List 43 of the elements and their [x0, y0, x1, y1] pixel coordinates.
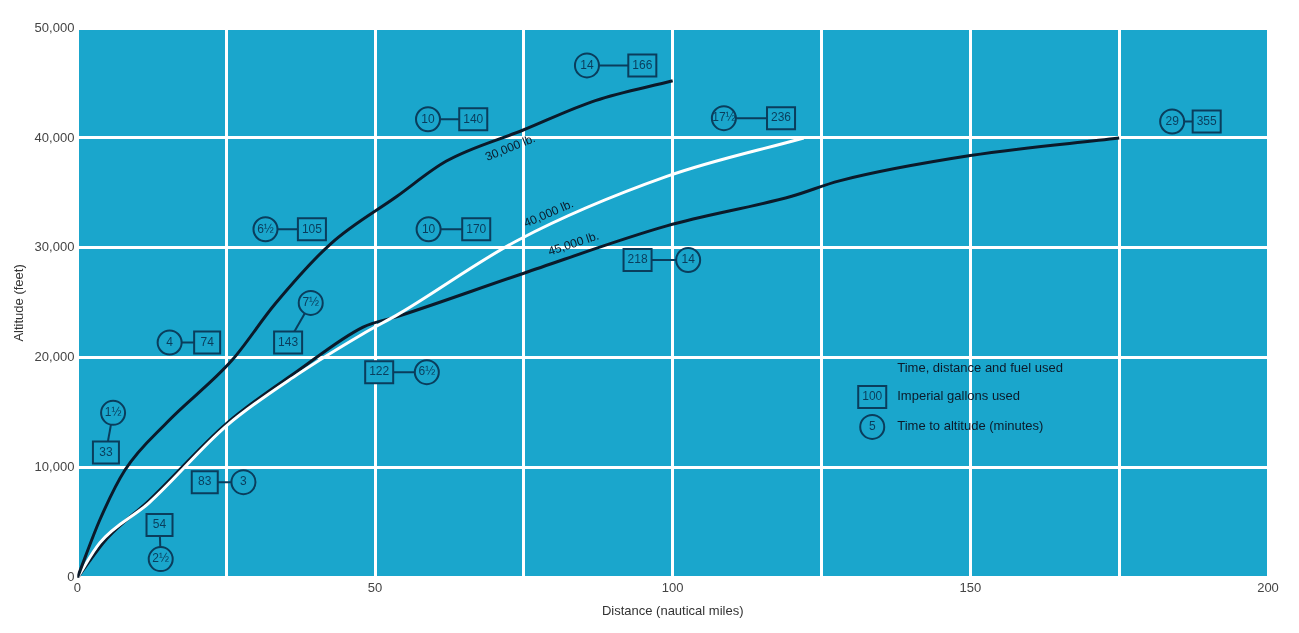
x-tick-label: 150	[959, 580, 982, 596]
annotation: 14	[580, 57, 594, 72]
annotation: 2½	[152, 551, 170, 566]
annotation: 14	[681, 252, 696, 267]
y-tick-label: 30,000	[34, 239, 75, 255]
annotation: 7½	[302, 295, 320, 310]
annotation: 17½	[712, 110, 736, 125]
annotation: 74	[200, 334, 215, 349]
annotation: 140	[463, 111, 484, 126]
annotation: 33	[99, 444, 113, 459]
annotation: 10	[421, 111, 435, 126]
annotation: 143	[278, 334, 299, 349]
x-tick-label: 100	[661, 580, 684, 596]
annotation: 6½	[257, 221, 274, 236]
text: 45,000 lb.	[546, 228, 601, 259]
y-axis-title: Altitude (feet)	[11, 264, 27, 342]
annotation: 10	[421, 221, 436, 236]
annotation: 5	[868, 419, 876, 434]
annotation: 170	[466, 221, 487, 236]
y-tick-label: 50,000	[34, 19, 75, 35]
text: 30,000 lb.	[483, 131, 538, 164]
annotation: 29	[1165, 113, 1180, 128]
y-tick-label: 20,000	[34, 349, 75, 365]
text: 40,000 lb.	[521, 196, 576, 231]
annotation: 355	[1196, 113, 1218, 128]
annotation: 218	[627, 252, 648, 267]
annotation: 4	[166, 334, 174, 349]
annotation: 6½	[418, 364, 436, 379]
annotation: 236	[771, 110, 792, 125]
x-axis-title: Distance (nautical miles)	[601, 602, 744, 618]
y-tick-label: 10,000	[34, 459, 75, 475]
annotation: 122	[369, 364, 390, 379]
annotation: 3	[240, 474, 248, 489]
y-tick-label: 40,000	[34, 129, 75, 145]
y-tick-label: 0	[67, 569, 75, 585]
x-tick-label: 50	[367, 580, 383, 596]
annotation: 83	[198, 474, 212, 489]
annotation: 54	[152, 517, 167, 532]
annotation: 100	[862, 389, 883, 404]
annotation: 1½	[104, 405, 122, 420]
annotation: 166	[632, 57, 653, 72]
annotation: 105	[301, 221, 323, 236]
x-tick-label: 200	[1257, 580, 1279, 596]
